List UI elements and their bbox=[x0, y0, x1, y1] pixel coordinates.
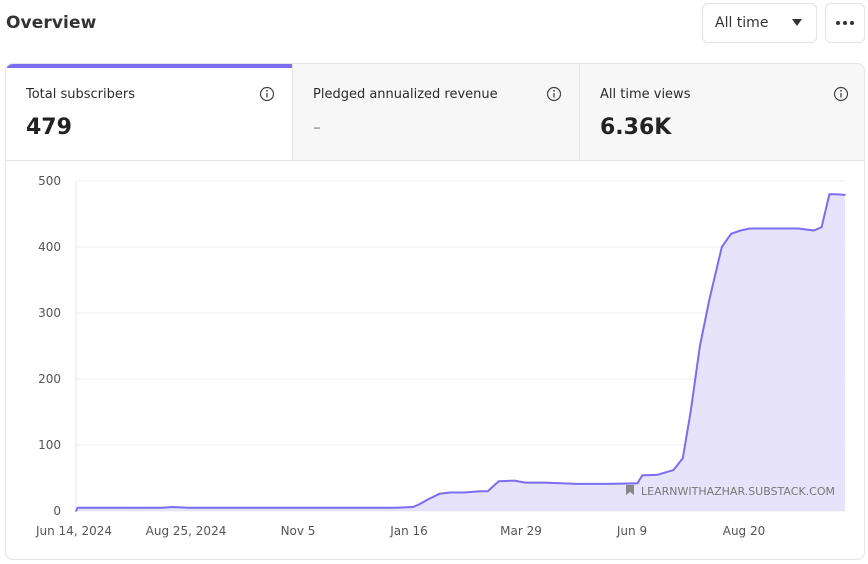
y-tick-label: 400 bbox=[38, 240, 61, 254]
data-point bbox=[605, 483, 608, 485]
overview-card: Total subscribers 479 Pledged annualized… bbox=[5, 63, 865, 560]
data-point bbox=[813, 229, 815, 232]
data-point bbox=[267, 506, 269, 509]
data-point bbox=[767, 227, 770, 230]
stat-tab-total-subscribers[interactable]: Total subscribers 479 bbox=[6, 64, 292, 160]
watermark: LEARNWITHAZHAR.SUBSTACK.COM bbox=[626, 485, 835, 498]
data-point bbox=[828, 193, 831, 195]
stat-value: 479 bbox=[26, 115, 72, 140]
data-point bbox=[834, 193, 837, 195]
x-tick-label: Aug 25, 2024 bbox=[146, 524, 227, 538]
data-point bbox=[543, 481, 545, 484]
data-point bbox=[497, 480, 500, 483]
data-point bbox=[720, 246, 723, 248]
data-point bbox=[739, 229, 742, 232]
stat-label: All time views bbox=[600, 87, 691, 102]
time-range-select[interactable]: All time bbox=[702, 3, 817, 43]
info-icon[interactable] bbox=[546, 86, 562, 102]
x-tick-label: Jun 14, 2024 bbox=[35, 524, 112, 538]
data-point bbox=[749, 227, 751, 230]
data-point bbox=[820, 226, 823, 228]
active-tab-indicator bbox=[6, 64, 292, 68]
bookmark-icon bbox=[626, 485, 634, 495]
data-point bbox=[672, 469, 675, 471]
data-point bbox=[636, 482, 639, 485]
data-point bbox=[513, 479, 516, 482]
info-icon[interactable] bbox=[833, 86, 849, 102]
data-point bbox=[689, 411, 692, 413]
data-point bbox=[486, 490, 489, 493]
x-tick-label: Jun 9 bbox=[616, 524, 647, 538]
data-point bbox=[575, 483, 578, 485]
x-tick-label: Nov 5 bbox=[281, 524, 316, 538]
data-point bbox=[463, 491, 466, 494]
x-tick-label: Aug 20 bbox=[723, 524, 766, 538]
data-point bbox=[438, 493, 441, 495]
data-point bbox=[708, 299, 711, 301]
data-point bbox=[101, 506, 104, 509]
data-point bbox=[299, 506, 302, 509]
page-header: Overview All time bbox=[0, 0, 868, 50]
data-point bbox=[730, 233, 732, 235]
page-title: Overview bbox=[6, 13, 97, 33]
stats-tabs: Total subscribers 479 Pledged annualized… bbox=[6, 64, 864, 161]
data-point bbox=[657, 473, 659, 476]
stat-value: 6.36K bbox=[600, 115, 672, 140]
data-point bbox=[394, 506, 397, 509]
data-point bbox=[681, 457, 684, 460]
data-point bbox=[412, 506, 414, 508]
series-area bbox=[76, 194, 845, 511]
chart-svg: 0 100 200 300 400 500 Jun 14, 2024 Aug 25, 2024… bbox=[35, 174, 846, 538]
subscribers-chart: 0 100 200 300 400 500 Jun 14, 2024 Aug 25, 2024… bbox=[6, 161, 864, 559]
caret-down-icon bbox=[792, 19, 802, 26]
data-point bbox=[220, 506, 222, 509]
data-point bbox=[187, 506, 190, 509]
stat-tab-all-time-views[interactable]: All time views 6.36K bbox=[579, 64, 864, 160]
data-point bbox=[641, 474, 644, 477]
data-point bbox=[797, 227, 800, 230]
data-point bbox=[524, 481, 527, 484]
more-horizontal-icon bbox=[836, 21, 854, 25]
y-tick-label: 500 bbox=[38, 174, 61, 188]
data-point bbox=[427, 498, 430, 500]
data-point bbox=[131, 506, 133, 509]
data-point bbox=[160, 506, 163, 509]
data-point bbox=[418, 503, 420, 506]
data-point bbox=[479, 490, 481, 493]
y-tick-label: 200 bbox=[38, 372, 61, 386]
stat-value: - bbox=[313, 115, 321, 140]
info-icon[interactable] bbox=[259, 86, 275, 102]
y-tick-label: 300 bbox=[38, 306, 61, 320]
stat-label: Pledged annualized revenue bbox=[313, 87, 498, 102]
data-point bbox=[756, 227, 759, 230]
x-tick-label: Mar 29 bbox=[500, 524, 542, 538]
data-point bbox=[362, 506, 364, 509]
y-tick-label: 100 bbox=[38, 438, 61, 452]
y-tick-label: 0 bbox=[53, 504, 61, 518]
data-point bbox=[449, 491, 452, 494]
x-tick-label: Jan 16 bbox=[389, 524, 428, 538]
time-range-value: All time bbox=[715, 15, 769, 31]
data-point bbox=[844, 194, 846, 196]
data-point bbox=[781, 227, 784, 230]
data-point bbox=[699, 345, 701, 347]
data-point bbox=[75, 510, 77, 512]
data-point bbox=[171, 506, 174, 508]
data-point bbox=[76, 506, 79, 509]
watermark-text: LEARNWITHAZHAR.SUBSTACK.COM bbox=[641, 485, 835, 498]
stat-tab-pledged-revenue[interactable]: Pledged annualized revenue - bbox=[292, 64, 579, 160]
stat-label: Total subscribers bbox=[26, 87, 136, 102]
more-options-button[interactable] bbox=[825, 3, 865, 43]
